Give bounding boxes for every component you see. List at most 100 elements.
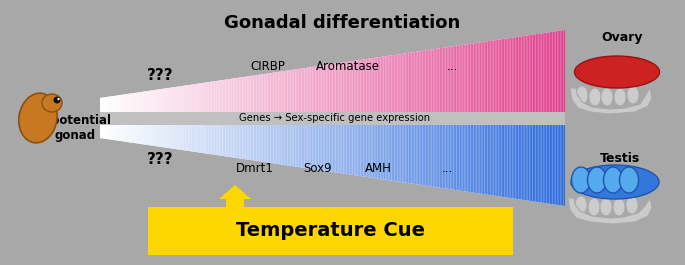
Polygon shape [142, 92, 143, 118]
Polygon shape [278, 118, 279, 164]
Polygon shape [323, 65, 325, 118]
Polygon shape [246, 118, 247, 160]
Polygon shape [201, 83, 202, 118]
Polygon shape [553, 32, 554, 118]
Polygon shape [325, 65, 326, 118]
Polygon shape [410, 52, 412, 118]
Polygon shape [137, 118, 139, 144]
Polygon shape [482, 42, 483, 118]
Polygon shape [403, 53, 406, 118]
Polygon shape [519, 37, 520, 118]
Polygon shape [374, 118, 376, 178]
Polygon shape [177, 86, 179, 118]
Polygon shape [314, 118, 316, 170]
Polygon shape [517, 37, 519, 118]
Polygon shape [271, 73, 272, 118]
Polygon shape [562, 118, 564, 206]
Polygon shape [421, 118, 423, 185]
Polygon shape [349, 118, 351, 175]
Polygon shape [111, 96, 112, 118]
Polygon shape [492, 41, 494, 118]
Polygon shape [489, 41, 490, 118]
Polygon shape [332, 64, 334, 118]
Polygon shape [164, 118, 165, 148]
Ellipse shape [614, 88, 626, 106]
Polygon shape [537, 118, 538, 202]
Polygon shape [229, 118, 230, 157]
Polygon shape [196, 118, 198, 152]
Polygon shape [303, 68, 305, 118]
Polygon shape [370, 118, 371, 178]
Polygon shape [478, 42, 480, 118]
Polygon shape [300, 69, 301, 118]
Polygon shape [395, 55, 396, 118]
Polygon shape [475, 43, 477, 118]
Polygon shape [531, 118, 532, 201]
Polygon shape [406, 53, 407, 118]
Polygon shape [558, 31, 559, 118]
Polygon shape [193, 84, 195, 118]
Polygon shape [235, 118, 236, 158]
Polygon shape [408, 53, 410, 118]
Polygon shape [525, 118, 526, 200]
Polygon shape [170, 87, 171, 118]
Polygon shape [462, 45, 464, 118]
Polygon shape [191, 118, 193, 152]
Polygon shape [551, 118, 553, 204]
Polygon shape [151, 90, 153, 118]
Polygon shape [526, 118, 528, 201]
Polygon shape [312, 118, 314, 169]
Polygon shape [240, 118, 241, 159]
Polygon shape [311, 118, 312, 169]
Polygon shape [241, 118, 242, 159]
Polygon shape [184, 118, 185, 151]
Polygon shape [331, 64, 332, 118]
Polygon shape [447, 118, 449, 189]
Polygon shape [414, 52, 416, 118]
Polygon shape [198, 83, 199, 118]
Polygon shape [181, 86, 182, 118]
Polygon shape [326, 65, 328, 118]
Polygon shape [133, 93, 134, 118]
Polygon shape [385, 56, 387, 118]
Polygon shape [427, 50, 429, 118]
Polygon shape [325, 118, 326, 171]
Polygon shape [242, 77, 244, 118]
Polygon shape [446, 47, 447, 118]
Polygon shape [523, 118, 525, 200]
Polygon shape [159, 118, 160, 147]
Polygon shape [170, 118, 171, 148]
Polygon shape [190, 85, 191, 118]
Polygon shape [143, 118, 145, 145]
Text: ...: ... [441, 161, 453, 174]
Polygon shape [277, 72, 278, 118]
Polygon shape [560, 118, 562, 206]
Polygon shape [419, 51, 421, 118]
Polygon shape [543, 33, 545, 118]
Polygon shape [423, 51, 424, 118]
Polygon shape [503, 39, 505, 118]
Polygon shape [430, 118, 432, 187]
Polygon shape [538, 34, 540, 118]
Polygon shape [201, 118, 202, 153]
Polygon shape [250, 118, 252, 160]
Polygon shape [227, 79, 229, 118]
Polygon shape [187, 85, 188, 118]
Polygon shape [414, 118, 416, 184]
Polygon shape [219, 118, 221, 156]
Polygon shape [407, 118, 408, 183]
Polygon shape [326, 118, 328, 171]
Polygon shape [273, 118, 275, 164]
Polygon shape [450, 118, 452, 189]
Polygon shape [147, 118, 148, 145]
Polygon shape [182, 118, 184, 150]
Polygon shape [210, 118, 212, 154]
Polygon shape [295, 69, 297, 118]
Polygon shape [440, 48, 441, 118]
Polygon shape [464, 118, 466, 192]
Polygon shape [242, 118, 244, 159]
Polygon shape [477, 43, 478, 118]
Polygon shape [338, 63, 340, 118]
Polygon shape [559, 31, 560, 118]
Polygon shape [334, 64, 336, 118]
